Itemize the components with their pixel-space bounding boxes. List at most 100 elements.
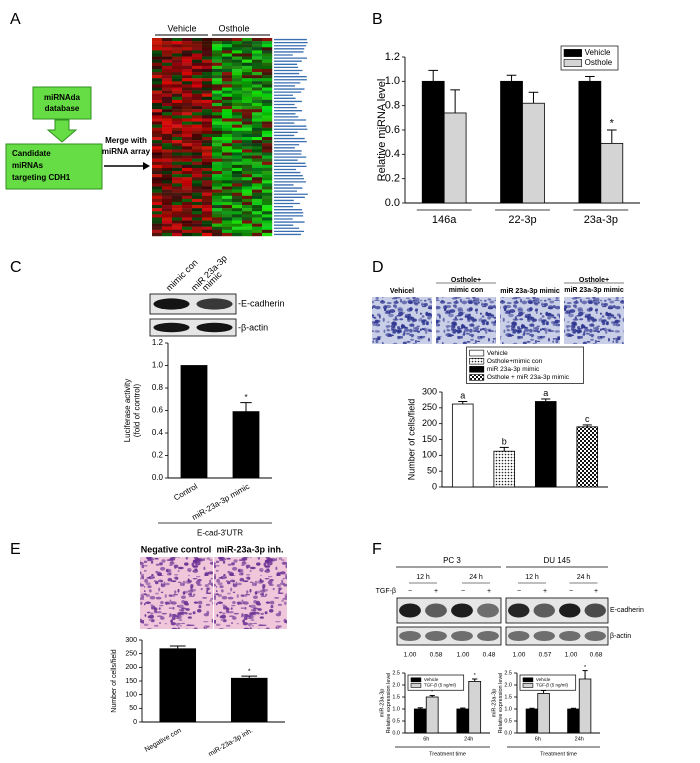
heatmap-cell xyxy=(222,133,233,138)
heatmap-cell xyxy=(192,152,203,156)
heatmap-cell xyxy=(152,223,163,227)
heatmap-cell xyxy=(202,232,213,237)
heatmap-cell xyxy=(262,99,273,104)
heatmap-cell xyxy=(252,41,263,45)
heatmap-cell xyxy=(182,41,193,45)
heatmap-cell xyxy=(162,75,173,79)
heatmap-cell xyxy=(182,146,193,150)
heatmap-cell xyxy=(222,78,233,82)
heatmap-cell xyxy=(152,167,163,172)
heatmap-cell xyxy=(162,109,173,113)
heatmap-cell xyxy=(202,62,213,67)
heatmap-cell xyxy=(242,146,253,150)
heatmap-cell xyxy=(162,65,173,70)
bar xyxy=(232,411,260,479)
heatmap-cell xyxy=(252,75,263,79)
heatmap-cell xyxy=(182,195,193,200)
heatmap-cell xyxy=(242,226,253,231)
heatmap-cell xyxy=(162,174,173,178)
heatmap-header: Osthole xyxy=(218,23,249,33)
heatmap-cell xyxy=(262,115,273,119)
heatmap-cell xyxy=(182,124,193,128)
heatmap-cell xyxy=(182,72,193,76)
heatmap-cell xyxy=(212,59,223,63)
heatmap-cell xyxy=(262,68,273,73)
heatmap-cell xyxy=(192,192,203,196)
heatmap-cell xyxy=(252,96,263,101)
heatmap-cell xyxy=(172,59,183,63)
heatmap-cell xyxy=(232,149,243,153)
heatmap-cell xyxy=(232,205,243,209)
heatmap-cell xyxy=(212,201,223,206)
heatmap-cell xyxy=(162,56,173,60)
heatmap-cell xyxy=(252,158,263,162)
bar xyxy=(451,403,474,488)
heatmap-cell xyxy=(212,75,223,79)
heatmap-cell xyxy=(242,164,253,169)
heatmap-cell xyxy=(202,223,213,227)
heatmap-cell xyxy=(262,229,273,234)
heatmap-cell xyxy=(222,232,233,237)
heatmap-cell xyxy=(242,109,253,113)
panel-label: B xyxy=(372,11,383,28)
time-label: 24 h xyxy=(577,574,591,581)
heatmap-cell xyxy=(242,112,253,116)
heatmap-cell xyxy=(232,96,243,101)
heatmap-cell xyxy=(162,50,173,54)
y-tick-label: 0.5 xyxy=(504,718,512,724)
heatmap-cell xyxy=(242,217,253,221)
heatmap-cell xyxy=(222,68,233,73)
heatmap-cell xyxy=(262,62,273,67)
heatmap-cell xyxy=(162,133,173,138)
heatmap-cell xyxy=(182,50,193,54)
image-title: miR 23a-3p mimic xyxy=(500,288,560,295)
bar xyxy=(421,80,445,204)
database-box xyxy=(32,86,92,120)
heatmap-cell xyxy=(252,226,263,231)
micrograph xyxy=(436,297,496,344)
heatmap-cell xyxy=(202,140,213,144)
heatmap-cell xyxy=(152,189,163,193)
heatmap-cell xyxy=(192,109,203,113)
error-bar xyxy=(460,707,466,709)
y-tick-label: 0.0 xyxy=(385,197,400,209)
heatmap-cell xyxy=(262,143,273,147)
heatmap-cell xyxy=(152,118,163,122)
heatmap-cell xyxy=(182,177,193,181)
heatmap-cell xyxy=(232,53,243,57)
heatmap-cell xyxy=(202,171,213,175)
heatmap-cell xyxy=(172,133,183,138)
heatmap-cell xyxy=(212,84,223,88)
error-bar xyxy=(585,75,595,82)
heatmap-cell xyxy=(182,171,193,175)
heatmap-cell xyxy=(232,226,243,231)
cell-line: DU 145 xyxy=(543,556,571,565)
heatmap-cell xyxy=(222,87,233,91)
heatmap-cell xyxy=(262,174,273,178)
heatmap-cell xyxy=(232,192,243,196)
heatmap-cell xyxy=(172,87,183,91)
heatmap-cell xyxy=(202,180,213,184)
heatmap-cell xyxy=(242,53,253,57)
heatmap-cell xyxy=(232,115,243,119)
heatmap-cell xyxy=(182,56,193,60)
heatmap-cell xyxy=(232,127,243,132)
y-axis-title: miR-23a-3p xyxy=(379,689,385,718)
heatmap-cell xyxy=(182,109,193,113)
heatmap-cell xyxy=(242,50,253,54)
heatmap-cell xyxy=(192,158,203,162)
x-tick-label: Control xyxy=(172,482,199,503)
heatmap-cell xyxy=(192,124,203,128)
heatmap-cell xyxy=(242,87,253,91)
heatmap-cell xyxy=(242,130,253,135)
blot-frame xyxy=(396,626,502,646)
heatmap-cell xyxy=(252,177,263,181)
heatmap-cell xyxy=(232,183,243,187)
heatmap-cell xyxy=(192,183,203,187)
heatmap-cell xyxy=(252,183,263,187)
heatmap-cell xyxy=(162,47,173,51)
heatmap-cell xyxy=(182,143,193,147)
y-tick-label: 0.4 xyxy=(152,428,164,437)
heatmap-cell xyxy=(212,223,223,227)
